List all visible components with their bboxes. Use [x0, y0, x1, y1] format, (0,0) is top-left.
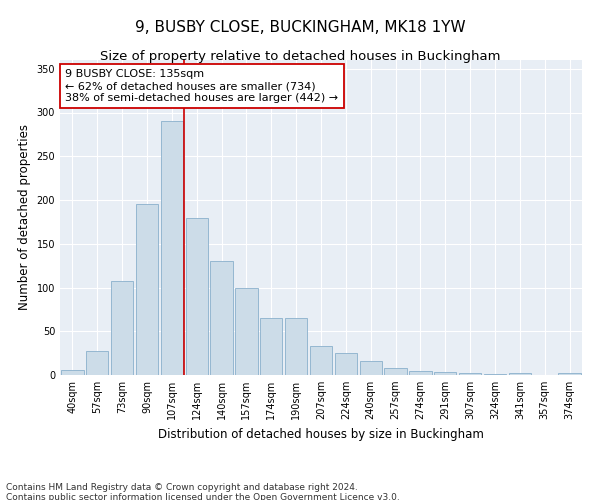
Bar [509, 373, 531, 375]
Bar [559, 373, 581, 375]
Bar [459, 373, 481, 375]
Bar [235, 288, 257, 375]
Bar [185, 218, 208, 375]
Bar [310, 346, 332, 375]
Bar [211, 261, 233, 375]
Bar [409, 370, 431, 375]
Bar [260, 318, 283, 375]
Text: 9 BUSBY CLOSE: 135sqm
← 62% of detached houses are smaller (734)
38% of semi-det: 9 BUSBY CLOSE: 135sqm ← 62% of detached … [65, 70, 338, 102]
Y-axis label: Number of detached properties: Number of detached properties [18, 124, 31, 310]
Bar [86, 352, 109, 375]
Bar [61, 370, 83, 375]
Text: 9, BUSBY CLOSE, BUCKINGHAM, MK18 1YW: 9, BUSBY CLOSE, BUCKINGHAM, MK18 1YW [134, 20, 466, 35]
X-axis label: Distribution of detached houses by size in Buckingham: Distribution of detached houses by size … [158, 428, 484, 440]
Bar [385, 368, 407, 375]
Text: Contains public sector information licensed under the Open Government Licence v3: Contains public sector information licen… [6, 492, 400, 500]
Bar [161, 121, 183, 375]
Bar [335, 353, 357, 375]
Bar [136, 204, 158, 375]
Bar [111, 282, 133, 375]
Bar [285, 318, 307, 375]
Text: Contains HM Land Registry data © Crown copyright and database right 2024.: Contains HM Land Registry data © Crown c… [6, 482, 358, 492]
Text: Size of property relative to detached houses in Buckingham: Size of property relative to detached ho… [100, 50, 500, 63]
Bar [484, 374, 506, 375]
Bar [434, 372, 457, 375]
Bar [359, 361, 382, 375]
